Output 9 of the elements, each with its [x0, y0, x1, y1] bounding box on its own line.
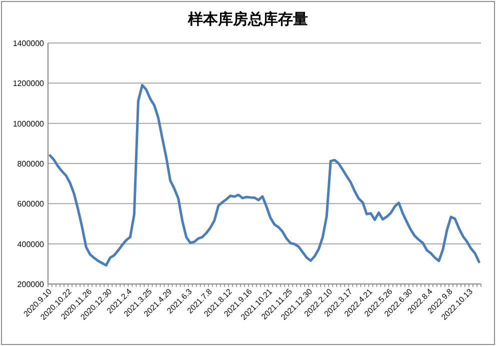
y-tick-label: 400000: [17, 240, 45, 249]
y-tick-label: 200000: [17, 280, 45, 289]
y-tick-label: 1000000: [12, 119, 45, 128]
y-tick-label: 1200000: [12, 79, 45, 88]
line-series: [48, 84, 480, 267]
chart-title: 样本库房总库存量: [187, 10, 308, 28]
y-tick-label: 800000: [17, 160, 45, 168]
y-tick-label: 600000: [17, 200, 45, 209]
y-tick-label: 1400000: [12, 39, 45, 48]
